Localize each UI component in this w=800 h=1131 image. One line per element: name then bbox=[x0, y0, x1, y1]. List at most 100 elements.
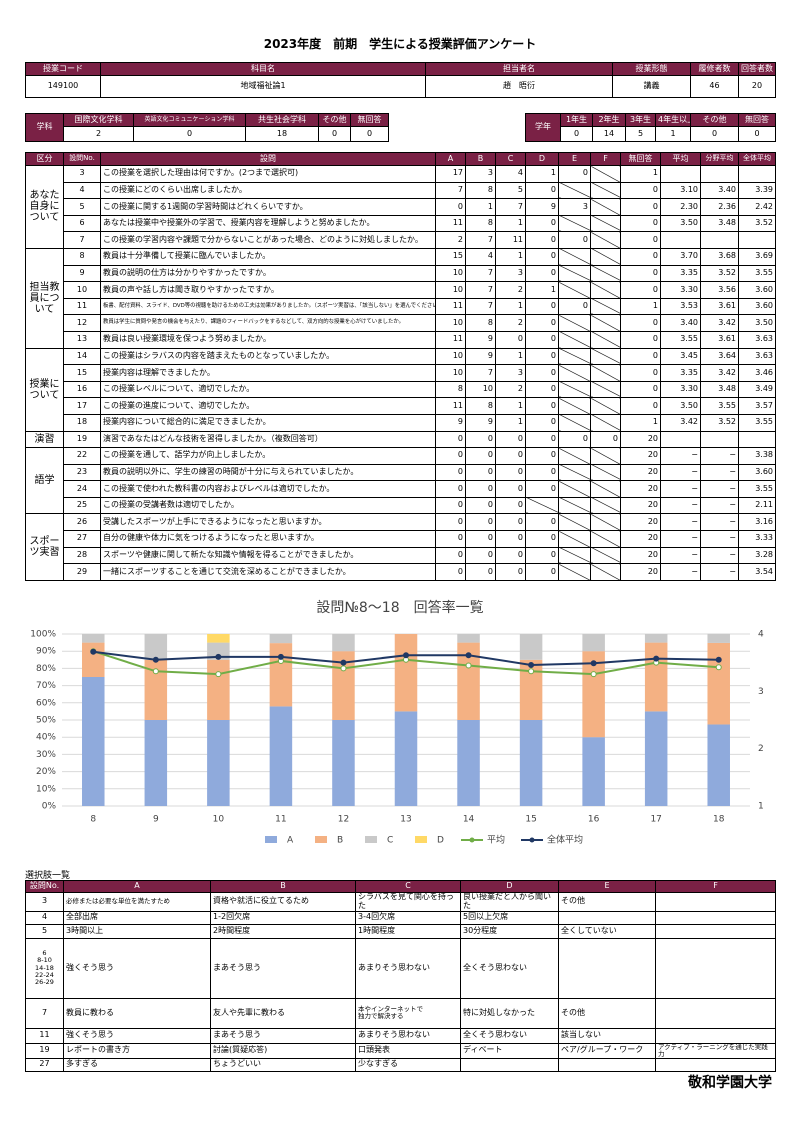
cell: 0 bbox=[620, 347, 661, 366]
cell: アクティブ・ラーニングを通じた実践力 bbox=[655, 1042, 776, 1059]
cell bbox=[558, 264, 591, 283]
cell: 20 bbox=[620, 480, 661, 498]
cell: 強くそう思う bbox=[63, 937, 211, 999]
cell bbox=[558, 397, 591, 415]
cell: 0 bbox=[495, 447, 526, 465]
cell: 1-2回欠席 bbox=[210, 910, 356, 925]
y-tick-label: 30% bbox=[36, 750, 56, 760]
cell bbox=[590, 380, 621, 399]
bar bbox=[582, 737, 605, 806]
row: 設問No. A B C D E F bbox=[25, 880, 776, 893]
cell bbox=[590, 330, 621, 349]
cell: 1時間程度 bbox=[355, 923, 461, 939]
cell: 27 bbox=[63, 530, 101, 548]
row: 18 授業内容について総合的に満足できましたか。 9 9 1 0 1 3.42 3.52 3.55 bbox=[26, 413, 776, 432]
cell: 3.64 bbox=[700, 347, 739, 366]
cell: − bbox=[660, 463, 701, 482]
cell: − bbox=[700, 463, 739, 482]
cell: 全くしていない bbox=[558, 923, 656, 939]
header-cell: 担当者名 bbox=[425, 62, 613, 76]
cell: 3.45 bbox=[660, 347, 701, 366]
cell: まあそう思う bbox=[210, 937, 356, 999]
cell bbox=[700, 165, 739, 183]
cell: シラバスを見て関心を持った bbox=[355, 892, 461, 912]
row: 28 スポーツや健康に関して新たな知識や情報を得ることができましたか。 0 0 0 0 20… bbox=[26, 546, 776, 565]
cell bbox=[590, 198, 621, 216]
cell: 3.48 bbox=[700, 380, 739, 399]
cell: 担当教員について bbox=[25, 247, 64, 349]
cell: 1 bbox=[655, 126, 691, 142]
cell: 1 bbox=[525, 281, 559, 299]
cell: 3 bbox=[25, 892, 64, 912]
bar bbox=[207, 720, 230, 806]
cell: 3 bbox=[495, 364, 526, 382]
cell: あなたは授業中や授業外の学習で、授業内容を理解しようと努めましたか。 bbox=[100, 214, 436, 233]
bar bbox=[82, 634, 105, 643]
cell: 0 bbox=[620, 314, 661, 332]
header-cell: F bbox=[590, 152, 621, 166]
header-cell: E bbox=[558, 152, 591, 166]
bar bbox=[457, 720, 480, 806]
header-cell: その他 bbox=[690, 113, 739, 127]
cell: あまりそう思わない bbox=[355, 1027, 461, 1044]
cell: 0 bbox=[620, 264, 661, 283]
year-table: 学年1年生2年生3年生4年生以上その他無回答0145100 bbox=[525, 113, 776, 142]
cell: 0 bbox=[525, 364, 559, 382]
row: スポーツ実習 26 受講したスポーツが上手にできるようになったと思いますか。 0 0 0 0… bbox=[25, 513, 776, 581]
row: 27 自分の健康や体力に気をつけるようになったと思いますか。 0 0 0 0 20− −3.3… bbox=[26, 530, 776, 548]
table-body: 学科 国際文化学科 英語文化コミュニケーション学科 共生社会学科 その他 無回答 2 0 18 0… bbox=[25, 113, 389, 142]
cell: 11 bbox=[435, 397, 466, 415]
bar bbox=[519, 720, 543, 806]
header-cell: 全体平均 bbox=[738, 152, 776, 166]
bar bbox=[332, 634, 355, 652]
cell bbox=[738, 430, 776, 449]
cell: 19 bbox=[63, 430, 101, 449]
bar bbox=[394, 711, 418, 806]
line-marker bbox=[277, 653, 284, 660]
cell: 3.56 bbox=[700, 281, 739, 299]
bar bbox=[207, 659, 230, 720]
cell: 0 bbox=[525, 214, 559, 233]
cell: 3.52 bbox=[738, 214, 776, 233]
bar bbox=[519, 634, 543, 660]
cell: 3.40 bbox=[700, 181, 739, 200]
cell: 0 bbox=[620, 231, 661, 249]
cell: 7 bbox=[465, 281, 496, 299]
row: 17 この授業の進度について、適切でしたか。 11 8 1 0 0 3.50 3.55 3.57 bbox=[26, 397, 776, 415]
cell: 20 bbox=[620, 430, 661, 449]
cell: 討論(質疑応答) bbox=[210, 1042, 356, 1059]
cell: 0 bbox=[435, 463, 466, 482]
cell: 0 bbox=[435, 546, 466, 565]
row: 区分 設問No. 設問 A B C D E F 無回答 平均 分野平均 全体平均 bbox=[25, 152, 776, 166]
cell: 0 bbox=[690, 126, 739, 142]
cell bbox=[655, 1057, 776, 1072]
cell: 0 bbox=[525, 330, 559, 349]
cell: 0 bbox=[525, 247, 559, 266]
cell: 3.50 bbox=[660, 397, 701, 415]
y2-tick-label: 2 bbox=[758, 744, 764, 754]
cell bbox=[558, 413, 591, 432]
cell bbox=[558, 496, 591, 515]
cell: 0 bbox=[525, 447, 559, 465]
row: 7 この授業の学習内容や課題で分からないことがあった場合、どのように対処しましたか… bbox=[26, 231, 776, 249]
cell: 0 bbox=[465, 480, 496, 498]
cell bbox=[590, 513, 621, 532]
row: 4 全部出席 1-2回欠席 3-4回欠席 5回以上欠席 bbox=[25, 910, 776, 925]
cell: 29 bbox=[63, 563, 101, 581]
cell bbox=[660, 165, 701, 183]
cell: 特に対処しなかった bbox=[460, 997, 559, 1029]
row: 学科 国際文化学科 英語文化コミュニケーション学科 共生社会学科 その他 無回答 bbox=[25, 113, 389, 142]
cell: 0 bbox=[495, 546, 526, 565]
cell: 17 bbox=[63, 397, 101, 415]
cell: 0 bbox=[525, 430, 559, 449]
cell: 10 bbox=[435, 364, 466, 382]
bar bbox=[519, 659, 543, 720]
bar bbox=[207, 642, 230, 660]
cell: 4 bbox=[495, 165, 526, 183]
cell: 20 bbox=[620, 463, 661, 482]
cell: − bbox=[700, 447, 739, 465]
cell: 0 bbox=[620, 380, 661, 399]
cell: 0 bbox=[620, 214, 661, 233]
cell: 授業内容は理解できましたか。 bbox=[100, 364, 436, 382]
